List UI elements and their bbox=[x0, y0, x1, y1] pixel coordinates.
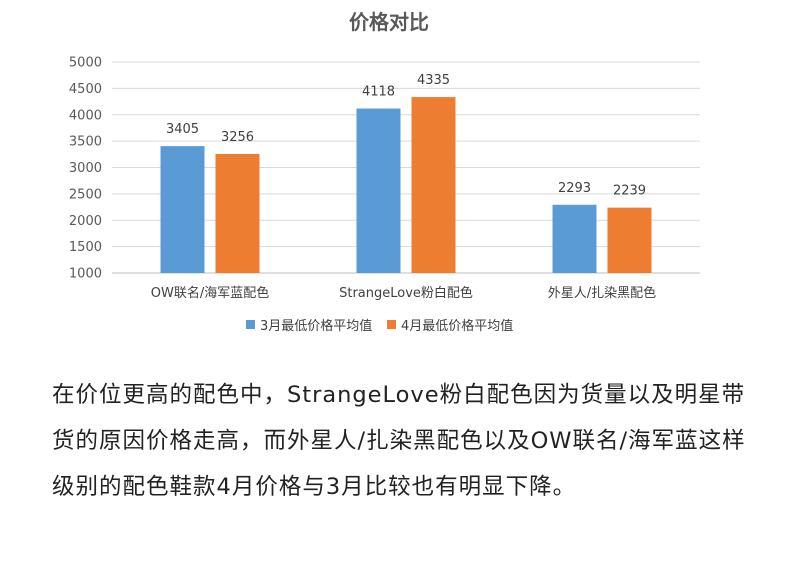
data-label: 2239 bbox=[613, 184, 646, 199]
y-axis-ticks: 1000 1500 2000 2500 3000 3500 4000 4500 5000 bbox=[69, 56, 102, 282]
gridlines bbox=[112, 61, 700, 274]
y-tick-label: 1500 bbox=[69, 240, 102, 255]
legend-swatch bbox=[387, 320, 396, 329]
x-category-label: 外星人/扎染黑配色 bbox=[548, 285, 656, 301]
bar bbox=[160, 146, 205, 273]
legend: 3月最低价格平均值 4月最低价格平均值 bbox=[246, 318, 513, 334]
body-paragraph: 在价位更高的配色中，StrangeLove粉白配色因为货量以及明星带货的原因价格… bbox=[52, 382, 746, 500]
y-tick-label: 5000 bbox=[69, 56, 102, 71]
x-category-label: StrangeLove粉白配色 bbox=[339, 285, 473, 301]
data-label: 3405 bbox=[166, 122, 199, 137]
legend-label: 4月最低价格平均值 bbox=[401, 318, 513, 334]
data-label: 4118 bbox=[362, 85, 395, 100]
bar-chart: 价格对比 1000 1500 2000 2500 3000 3500 4000 4500 500… bbox=[69, 10, 700, 334]
bar bbox=[356, 108, 401, 273]
y-tick-label: 3500 bbox=[69, 135, 102, 150]
bar bbox=[215, 153, 260, 273]
y-tick-label: 1000 bbox=[69, 267, 102, 282]
bar bbox=[411, 97, 456, 273]
legend-swatch bbox=[246, 320, 255, 329]
y-tick-label: 2500 bbox=[69, 187, 102, 202]
bar bbox=[552, 204, 597, 273]
chart-title: 价格对比 bbox=[349, 10, 429, 34]
data-label: 3256 bbox=[221, 130, 254, 145]
y-tick-label: 4000 bbox=[69, 108, 102, 123]
y-tick-label: 4500 bbox=[69, 82, 102, 97]
x-category-label: OW联名/海军蓝配色 bbox=[151, 285, 269, 301]
bar bbox=[607, 207, 652, 273]
bars bbox=[160, 97, 652, 273]
x-axis-categories: OW联名/海军蓝配色 StrangeLove粉白配色 外星人/扎染黑配色 bbox=[151, 285, 656, 301]
data-labels: 3405 3256 4118 4335 2293 2239 bbox=[166, 73, 646, 199]
data-label: 4335 bbox=[417, 73, 450, 88]
data-label: 2293 bbox=[558, 181, 591, 196]
y-tick-label: 3000 bbox=[69, 161, 102, 176]
legend-label: 3月最低价格平均值 bbox=[260, 318, 372, 334]
y-tick-label: 2000 bbox=[69, 214, 102, 229]
